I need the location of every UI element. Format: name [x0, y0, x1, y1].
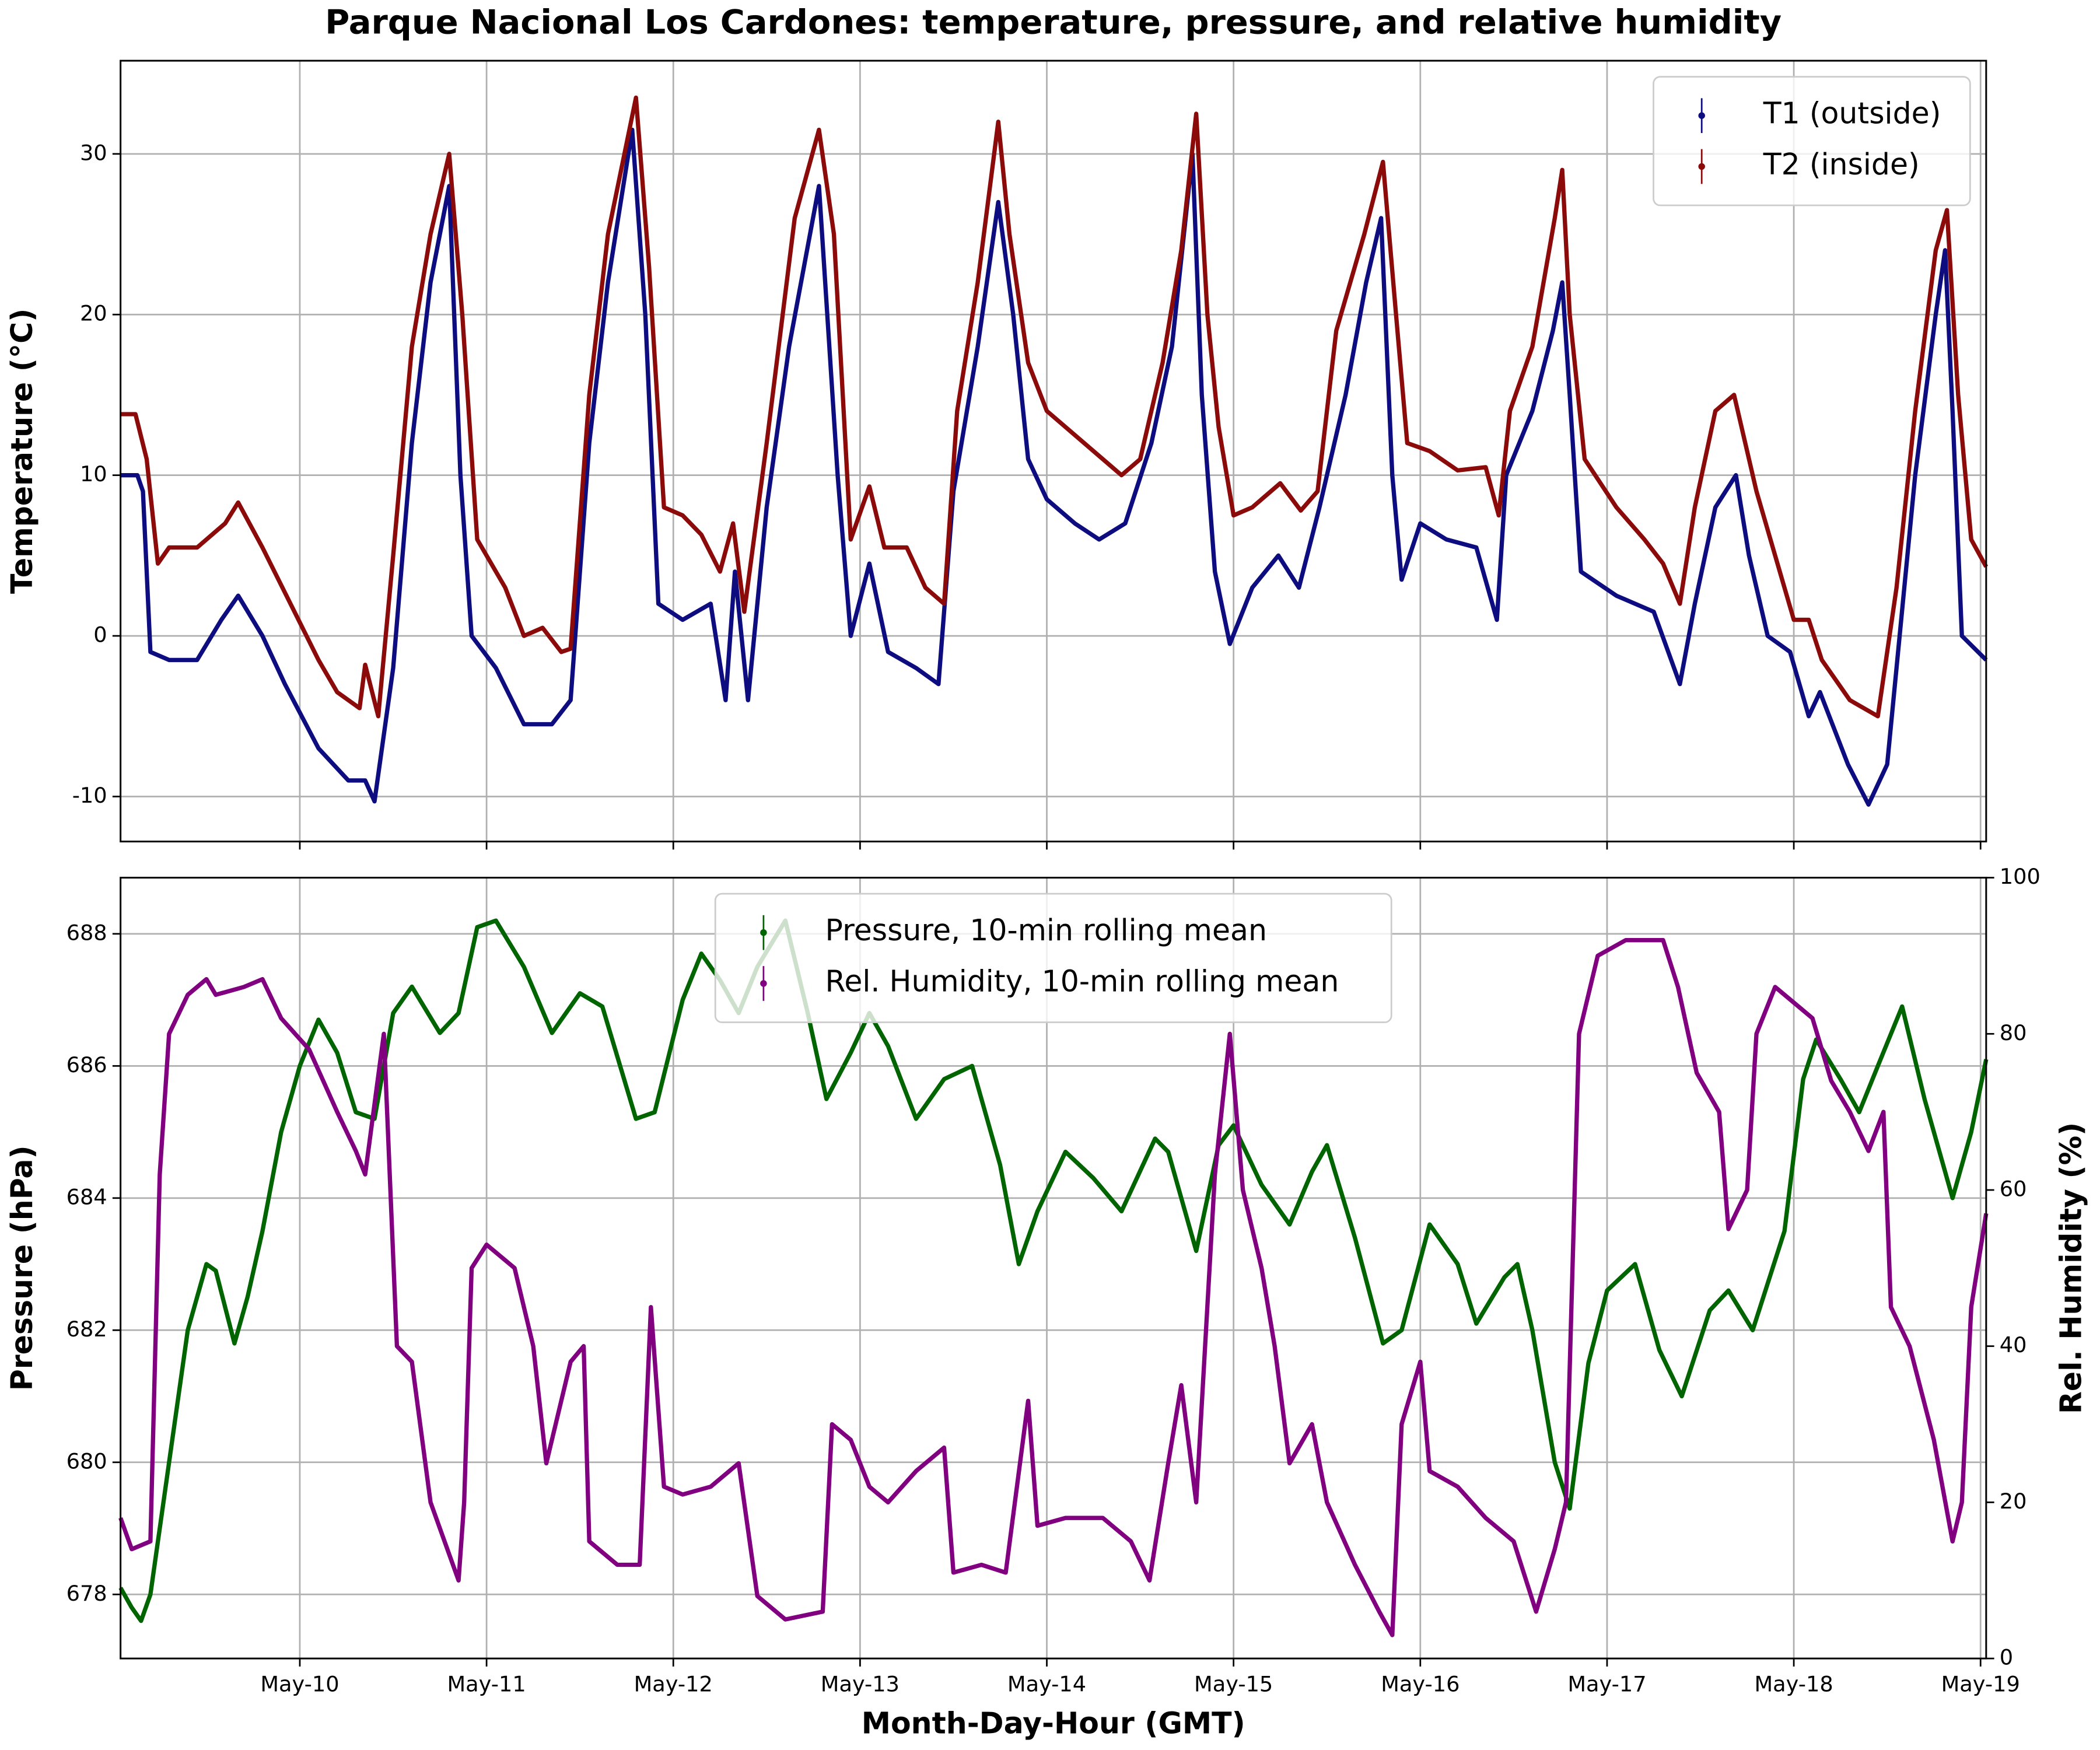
- y2-tick-label: 100: [2000, 864, 2041, 889]
- y-tick-label: -10: [72, 783, 107, 808]
- x-tick-label: May-11: [447, 1672, 526, 1697]
- plot-frame: [120, 60, 1987, 843]
- legend-marker: [1698, 163, 1705, 170]
- y-tick-label: 680: [66, 1448, 107, 1474]
- y-tick-label: 0: [93, 622, 107, 648]
- legend-marker: [1698, 112, 1705, 119]
- x-tick-label: May-16: [1381, 1672, 1460, 1697]
- y-tick-label: 688: [66, 920, 107, 945]
- data-line: [118, 938, 1989, 1637]
- x-tick-label: May-14: [1007, 1672, 1086, 1697]
- y2-tick-label: 60: [2000, 1177, 2027, 1202]
- x-tick-label: May-19: [1941, 1672, 2020, 1697]
- y-tick-label: 678: [66, 1581, 107, 1606]
- legend-label: T1 (outside): [1763, 96, 1941, 131]
- x-axis-label: Month-Day-Hour (GMT): [862, 1706, 1245, 1740]
- y2-axis-label: Rel. Humidity (%): [2054, 1122, 2088, 1414]
- y-tick-label: 30: [80, 140, 107, 165]
- y-tick-label: 684: [66, 1184, 107, 1209]
- x-tick-label: May-18: [1754, 1672, 1833, 1697]
- x-tick-label: May-12: [634, 1672, 713, 1697]
- legend-marker: [760, 980, 767, 987]
- y2-tick-label: 80: [2000, 1020, 2027, 1045]
- legend-label: Rel. Humidity, 10-min rolling mean: [825, 964, 1339, 998]
- y-tick-label: 682: [66, 1317, 107, 1342]
- y-axis-label: Pressure (hPa): [5, 1145, 39, 1391]
- y2-tick-label: 40: [2000, 1332, 2027, 1357]
- y-axis-label: Temperature (°C): [5, 309, 39, 594]
- legend-marker: [760, 929, 767, 936]
- legend-box: [1653, 76, 1971, 206]
- plot-frame: [120, 877, 1987, 1660]
- chart-title: Parque Nacional Los Cardones: temperatur…: [325, 3, 1782, 42]
- data-line: [118, 918, 1989, 1623]
- y2-tick-label: 20: [2000, 1489, 2027, 1514]
- data-line: [120, 95, 1989, 719]
- y2-tick-label: 0: [2000, 1645, 2013, 1670]
- data-line: [120, 127, 1988, 807]
- y-tick-label: 686: [66, 1052, 107, 1077]
- legend-box: [714, 892, 1392, 1023]
- x-tick-label: May-15: [1194, 1672, 1273, 1697]
- x-tick-label: May-17: [1567, 1672, 1646, 1697]
- y-tick-label: 10: [80, 461, 107, 487]
- legend-label: Pressure, 10-min rolling mean: [825, 913, 1267, 947]
- y-tick-label: 20: [80, 301, 107, 326]
- x-tick-label: May-13: [821, 1672, 900, 1697]
- legend-label: T2 (inside): [1763, 147, 1920, 181]
- x-tick-label: May-10: [260, 1672, 339, 1697]
